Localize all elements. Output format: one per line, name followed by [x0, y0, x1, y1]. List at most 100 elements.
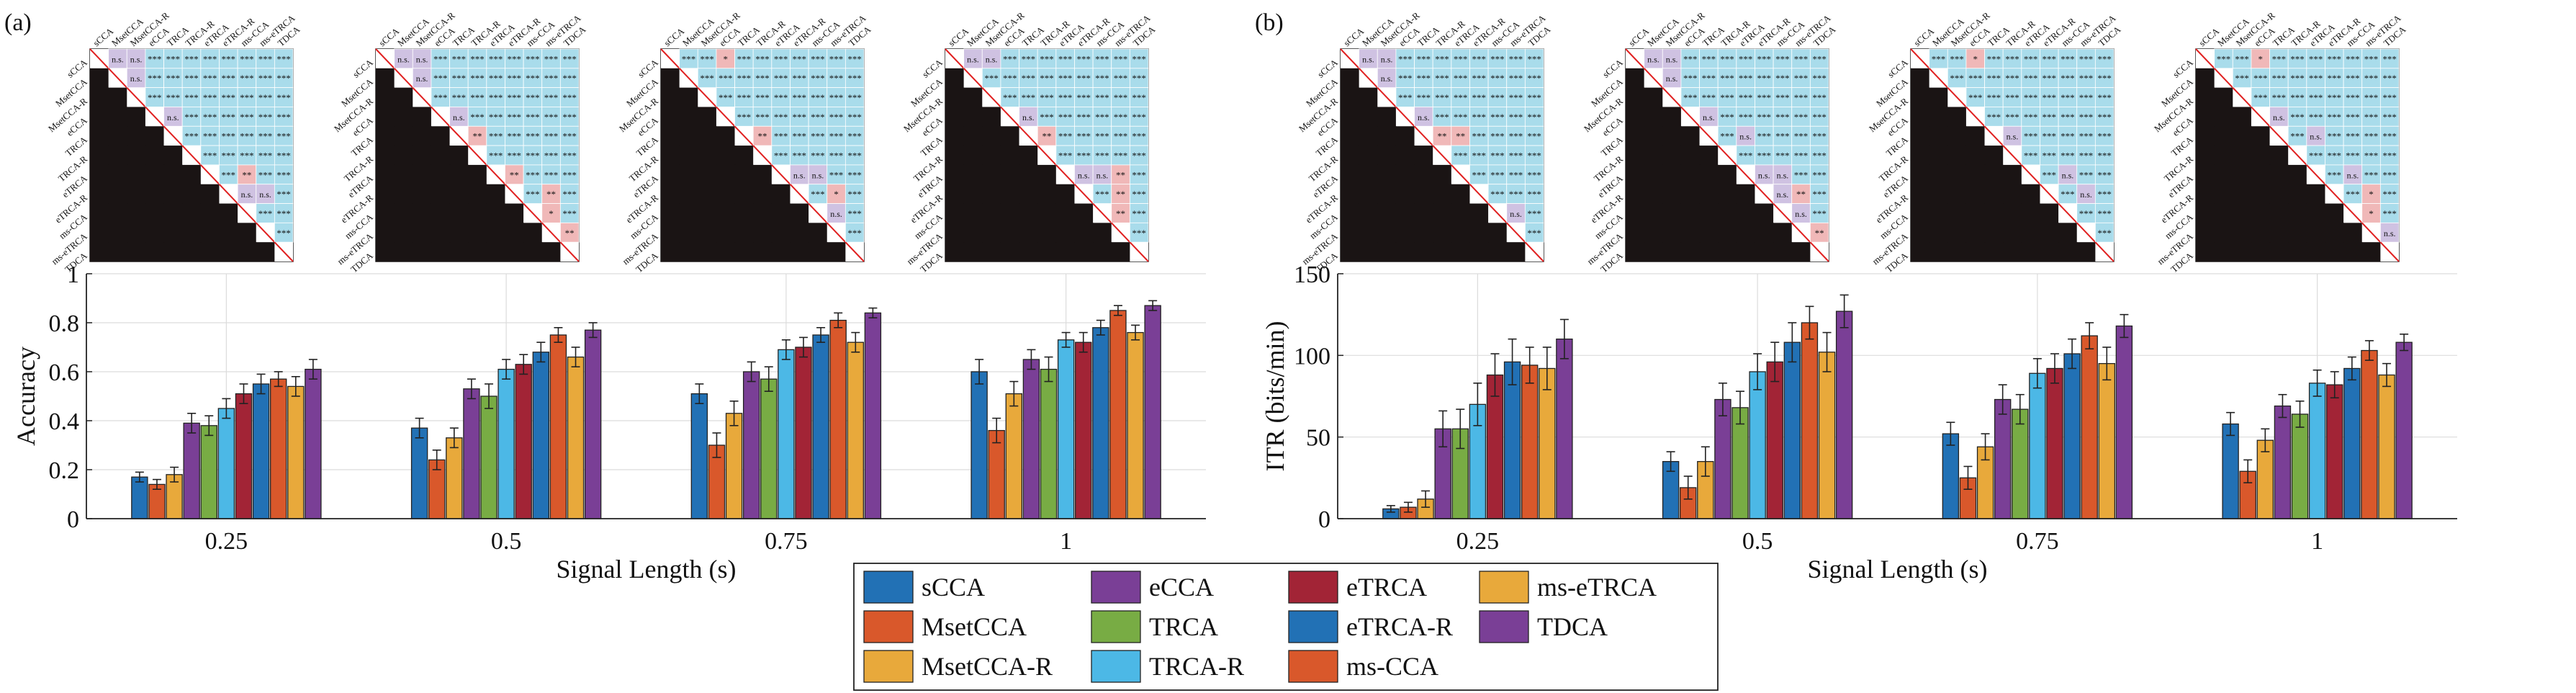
matrix-cell	[256, 48, 275, 69]
matrix-cell	[256, 68, 275, 89]
matrix-diagonal-line	[981, 86, 1001, 108]
matrix-cell	[2076, 87, 2096, 107]
matrix-cell-lower	[1488, 223, 1508, 243]
matrix-row-label: TRCA	[1599, 134, 1626, 158]
matrix-cell	[790, 164, 809, 185]
matrix-cell	[1377, 68, 1397, 89]
matrix-cell	[1037, 68, 1057, 89]
matrix-cell-lower	[790, 242, 809, 262]
matrix-cell-label: n.s.	[986, 54, 998, 64]
matrix-cell-label: n.s.	[1777, 189, 1789, 200]
matrix-cell	[790, 125, 809, 146]
matrix-cell-lower	[2325, 203, 2344, 223]
matrix-cell	[2306, 107, 2325, 127]
matrix-cell	[1451, 145, 1470, 166]
matrix-cell-lower	[945, 107, 965, 127]
matrix-cell-label: *	[549, 208, 554, 219]
matrix-cell-lower	[2306, 184, 2325, 205]
matrix-col-label: sCCA	[1341, 25, 1366, 48]
matrix-cell-lower	[716, 223, 736, 243]
matrix-cell-label: ***	[470, 73, 485, 84]
matrix-cell-lower	[734, 184, 754, 205]
matrix-cell-label: ***	[847, 92, 862, 103]
matrix-cell-label: n.s.	[1362, 54, 1374, 64]
matrix-cell	[1092, 107, 1112, 127]
matrix-diagonal-line	[163, 125, 183, 146]
matrix-cell-label: ***	[793, 53, 807, 64]
matrix-cell-lower	[1037, 223, 1057, 243]
x-tick-label: 0.75	[2016, 528, 2059, 555]
matrix-row-label: sCCA	[636, 57, 660, 80]
matrix-cell-label: ***	[166, 73, 181, 84]
matrix-cell-label: ***	[1132, 73, 1146, 84]
matrix-cell-label: ***	[222, 151, 236, 161]
matrix-cell-lower	[2040, 223, 2059, 243]
matrix-cell-lower	[1662, 223, 1682, 243]
matrix-cell-lower	[1644, 184, 1663, 205]
matrix-cell-label: ***	[737, 53, 752, 64]
matrix-cell-lower	[2196, 87, 2215, 107]
matrix-cell-label: ***	[1132, 228, 1146, 238]
matrix-diagonal-line	[1451, 164, 1471, 185]
matrix-cell-label: ***	[984, 73, 999, 84]
matrix-cell-lower	[394, 203, 413, 223]
matrix-cell-lower	[182, 184, 202, 205]
legend-label: MsetCCA-R	[922, 652, 1053, 681]
matrix-cell-label: **	[546, 189, 556, 200]
matrix-cell-lower	[982, 203, 1001, 223]
matrix-cell	[2379, 222, 2400, 243]
matrix-row-label: sCCA	[1886, 57, 1910, 80]
matrix-cell-label: *	[2369, 208, 2374, 219]
y-axis-label: Accuracy	[12, 346, 40, 446]
matrix-cell-lower	[394, 146, 413, 166]
matrix-cell-lower	[1341, 203, 1360, 223]
matrix-cell	[1487, 107, 1508, 127]
matrix-diagonal-line	[1432, 145, 1452, 166]
matrix-cell-lower	[182, 164, 202, 185]
matrix-diagonal-line	[2343, 202, 2363, 224]
matrix-cell-lower	[945, 87, 965, 107]
bar	[2274, 405, 2292, 519]
matrix-cell-label: ***	[1775, 151, 1790, 161]
matrix-cell-label: ***	[1058, 92, 1073, 103]
matrix-cell-lower	[127, 146, 146, 166]
matrix-diagonal-line	[2379, 241, 2400, 262]
matrix-cell-label: ***	[240, 131, 254, 142]
matrix-cell	[274, 203, 294, 223]
matrix-cell-lower	[2021, 184, 2040, 205]
matrix-cell-lower	[698, 203, 717, 223]
matrix-cell-label: ***	[2382, 112, 2397, 122]
matrix-row-label: sCCA	[1315, 57, 1340, 80]
matrix-cell-label: ***	[811, 112, 825, 122]
matrix-cell-lower	[1644, 126, 1663, 146]
matrix-diagonal-line	[1055, 164, 1076, 185]
x-tick-label: 0.5	[1742, 528, 1773, 555]
matrix-cell-lower	[734, 223, 754, 243]
matrix-cell-lower	[734, 203, 754, 223]
matrix-cell	[1965, 87, 1985, 107]
matrix-cell-label: ***	[184, 92, 199, 103]
matrix-diagonal-line	[1129, 241, 1149, 262]
matrix-cell-lower	[1929, 146, 1948, 166]
matrix-cell-label: ***	[1132, 112, 1146, 122]
matrix-cell-label: ***	[700, 73, 714, 84]
bar	[1109, 310, 1127, 519]
matrix-cell	[1129, 48, 1149, 69]
matrix-cell	[2076, 203, 2096, 223]
matrix-cell-lower	[219, 223, 238, 243]
matrix-cell-label: n.s.	[1078, 170, 1090, 180]
matrix-cell-label: ***	[1509, 151, 1523, 161]
matrix-cell-label: ***	[1987, 92, 2001, 103]
matrix-cell	[1074, 145, 1094, 166]
matrix-cell-lower	[2214, 184, 2233, 205]
matrix-cell-lower	[1000, 203, 1020, 223]
matrix-cell-label: *	[834, 189, 839, 200]
matrix-cell	[467, 68, 487, 89]
matrix-cell-label: ***	[184, 53, 199, 64]
matrix-cell-label: ***	[1435, 73, 1449, 84]
matrix-cell-lower	[734, 164, 754, 185]
matrix-cell-lower	[505, 223, 524, 243]
matrix-cell	[126, 48, 146, 69]
matrix-cell-label: ***	[1114, 112, 1128, 122]
matrix-cell-label: ***	[2328, 73, 2342, 84]
